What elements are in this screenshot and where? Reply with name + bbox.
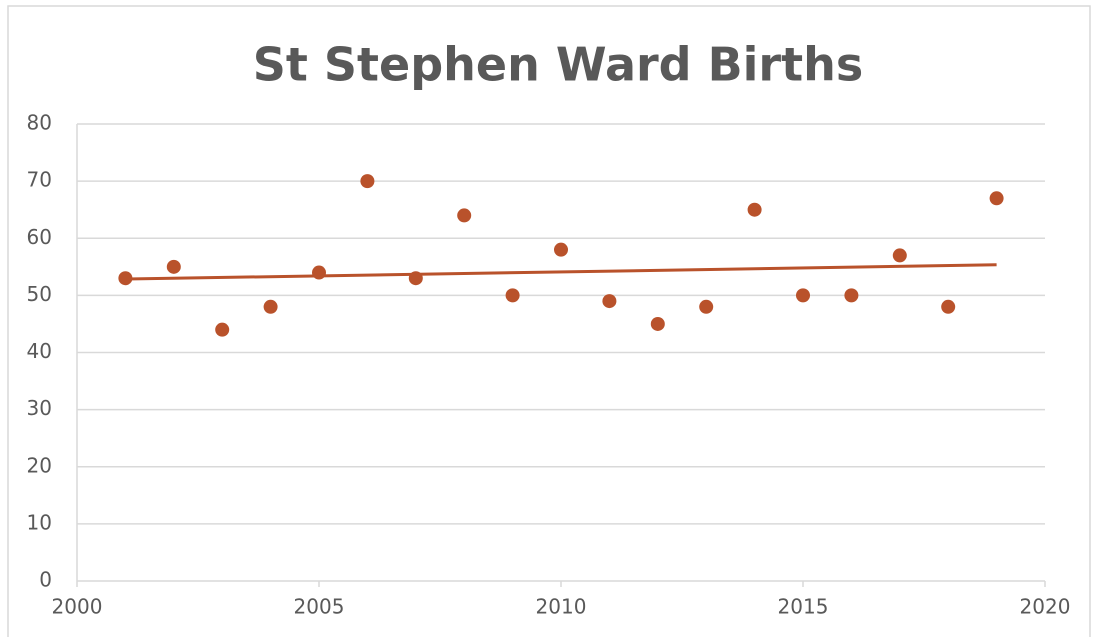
point <box>892 248 907 263</box>
point <box>263 299 278 314</box>
y-tick-label: 40 <box>27 339 52 363</box>
point <box>747 202 762 217</box>
y-tick-label: 80 <box>27 111 52 135</box>
point <box>796 288 810 303</box>
point <box>166 259 181 274</box>
point <box>554 242 568 257</box>
point <box>602 294 617 309</box>
point <box>650 316 665 331</box>
x-tick-label: 2010 <box>536 595 587 619</box>
point <box>844 288 859 303</box>
point <box>457 208 472 223</box>
point <box>941 299 956 314</box>
trendline <box>125 263 997 281</box>
point <box>408 271 423 286</box>
x-tick-label: 2000 <box>52 595 103 619</box>
y-tick-label: 20 <box>27 453 52 477</box>
y-tick-label: 60 <box>27 225 52 249</box>
x-tick-label: 2015 <box>778 595 829 619</box>
y-tick-label: 0 <box>39 568 52 592</box>
point <box>699 299 714 314</box>
point <box>312 265 326 280</box>
y-tick-label: 50 <box>27 282 52 306</box>
chart-frame <box>7 5 1091 637</box>
point <box>505 288 520 303</box>
x-tick-label: 2020 <box>1020 595 1071 619</box>
y-tick-label: 70 <box>27 168 52 192</box>
point <box>360 174 375 189</box>
chart-title: St Stephen Ward Births <box>253 38 864 92</box>
y-tick-label: 30 <box>27 396 52 420</box>
point <box>989 191 1004 206</box>
y-tick-label: 10 <box>27 510 52 534</box>
point <box>215 322 230 337</box>
x-tick-label: 2005 <box>294 595 345 619</box>
point <box>118 271 133 286</box>
